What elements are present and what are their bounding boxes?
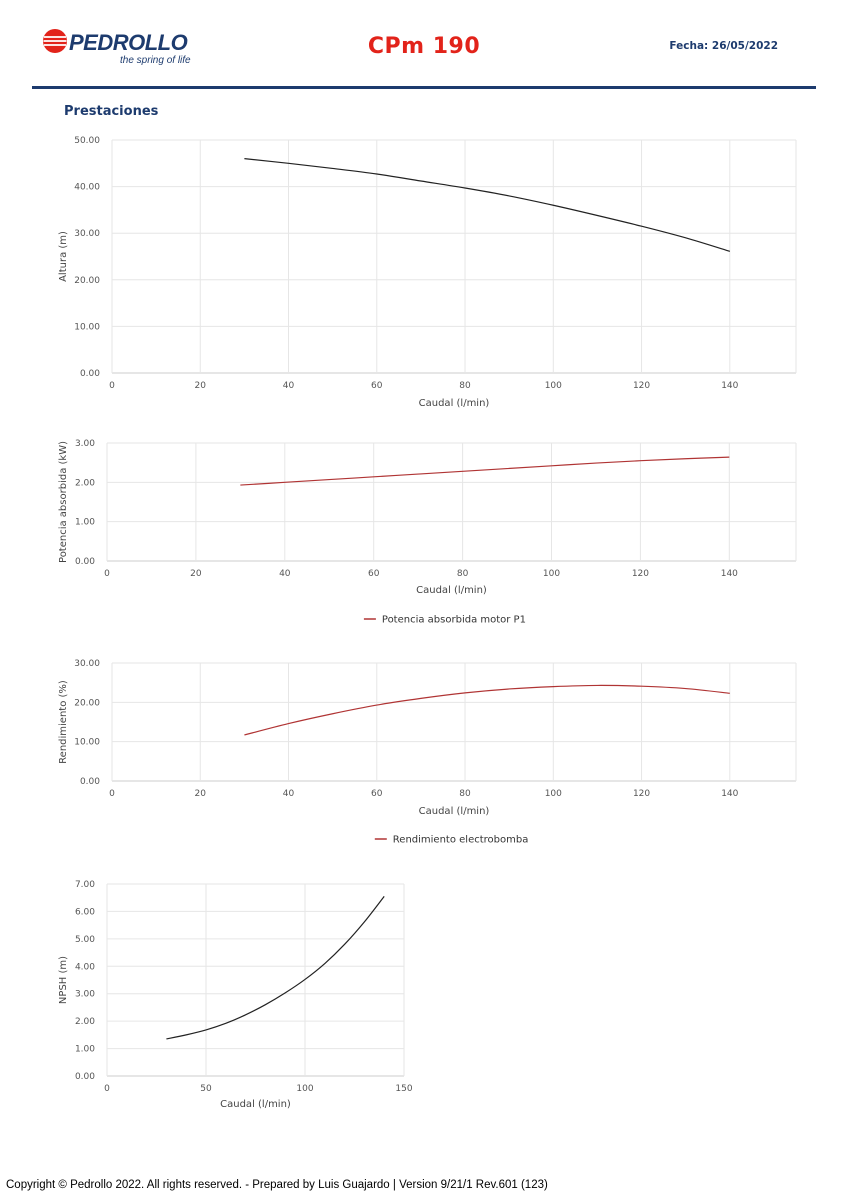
x-tick-label: 20 [195,789,207,799]
x-tick-label: 80 [459,381,471,391]
document-title: CPm 190 [367,34,481,59]
y-axis-title: NPSH (m) [58,956,69,1004]
x-tick-label: 0 [109,789,115,799]
head-chart: 0.00 10.00 20.00 30.00 40.00 50.00 0 20 40 60 80 10… [58,136,797,409]
x-tick-label: 50 [200,1084,212,1094]
y-tick-label: 5.00 [75,935,95,945]
y-tick-label: 2.00 [75,1017,95,1027]
x-tick-label: 140 [721,381,738,391]
y-tick-label: 30.00 [74,659,100,669]
y-axis-title: Rendimiento (%) [58,680,69,764]
x-tick-label: 20 [190,569,202,579]
pedrollo-logo: PEDROLLO the spring of life [40,24,210,68]
x-axis-title: Caudal (l/min) [419,398,490,409]
y-tick-label: 50.00 [74,136,100,146]
x-tick-label: 0 [109,381,115,391]
x-tick-label: 20 [195,381,207,391]
x-tick-label: 100 [543,569,560,579]
y-tick-label: 10.00 [74,322,100,332]
x-axis-title: Caudal (l/min) [419,806,490,817]
x-tick-label: 100 [296,1084,313,1094]
y-tick-label: 2.00 [75,478,95,488]
x-tick-label: 120 [633,789,650,799]
y-tick-label: 40.00 [74,183,100,193]
efficiency-chart: 0.00 10.00 20.00 30.00 0 20 40 60 80 100 120 140 Cau… [58,659,797,846]
x-tick-label: 40 [279,569,291,579]
footer-copyright: Copyright © Pedrollo 2022. All rights re… [6,1179,548,1191]
x-tick-label: 120 [632,569,649,579]
y-tick-label: 1.00 [75,518,95,528]
x-tick-label: 100 [545,789,562,799]
logo-tagline: the spring of life [120,55,191,66]
y-tick-label: 20.00 [74,698,100,708]
x-axis-title: Caudal (l/min) [220,1099,291,1110]
series-line [244,158,730,252]
y-axis-title: Altura (m) [58,231,69,282]
legend-label: Rendimiento electrobomba [393,835,529,846]
y-tick-label: 0.00 [80,777,100,787]
y-tick-label: 4.00 [75,962,95,972]
series-line [240,456,730,486]
x-axis-title: Caudal (l/min) [416,585,487,596]
y-tick-label: 1.00 [75,1045,95,1055]
y-tick-label: 30.00 [74,229,100,239]
x-tick-label: 0 [104,569,110,579]
x-tick-label: 150 [395,1084,412,1094]
x-tick-label: 60 [371,789,383,799]
x-tick-label: 60 [368,569,380,579]
x-tick-label: 40 [283,381,295,391]
x-tick-label: 80 [457,569,469,579]
x-tick-label: 40 [283,789,295,799]
npsh-chart: 0.00 1.00 2.00 3.00 4.00 5.00 6.00 7.00 0 50 100 15… [58,880,413,1110]
logo-mark [43,29,67,53]
y-tick-label: 0.00 [75,557,95,567]
y-tick-label: 10.00 [74,738,100,748]
x-tick-label: 140 [721,789,738,799]
power-chart: 0.00 1.00 2.00 3.00 0 20 40 60 80 100 120 140 Caudal… [58,439,797,626]
logo-wordmark: PEDROLLO [69,30,188,55]
y-tick-label: 3.00 [75,990,95,1000]
series-line [244,684,730,736]
x-tick-label: 60 [371,381,383,391]
x-tick-label: 80 [459,789,471,799]
header-divider [32,86,816,89]
y-tick-label: 3.00 [75,439,95,449]
y-tick-label: 0.00 [75,1072,95,1082]
y-tick-label: 0.00 [80,369,100,379]
series-line [166,895,385,1040]
y-axis-title: Potencia absorbida (kW) [58,441,69,563]
x-tick-label: 0 [104,1084,110,1094]
x-tick-label: 140 [721,569,738,579]
y-tick-label: 6.00 [75,907,95,917]
document-date: Fecha: 26/05/2022 [669,40,778,52]
y-tick-label: 20.00 [74,276,100,286]
x-tick-label: 100 [545,381,562,391]
x-tick-label: 120 [633,381,650,391]
legend-label: Potencia absorbida motor P1 [382,615,526,626]
section-title: Prestaciones [64,104,159,119]
y-tick-label: 7.00 [75,880,95,890]
